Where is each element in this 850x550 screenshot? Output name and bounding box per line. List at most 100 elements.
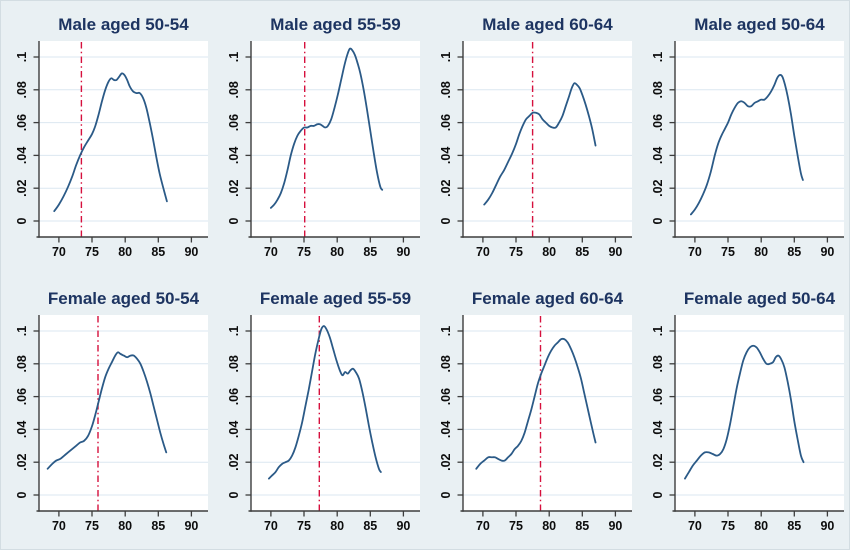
x-tick-label: 75 bbox=[85, 245, 99, 259]
panel-title: Female aged 55-59 bbox=[259, 289, 412, 308]
y-tick-label: 0 bbox=[15, 491, 29, 498]
y-tick-label: 0 bbox=[227, 217, 241, 224]
x-tick-label: 70 bbox=[688, 519, 702, 533]
gridlines bbox=[675, 56, 844, 222]
x-tick-label: 75 bbox=[721, 245, 735, 259]
y-tick-label: .06 bbox=[651, 388, 665, 405]
density-plot: 70 75 80 85 90 0 .02 .04 .06 .08 .1 bbox=[651, 41, 844, 259]
x-tick-label: 90 bbox=[184, 245, 198, 259]
plot-area bbox=[251, 315, 420, 511]
x-axis-ticks: 70 75 80 85 90 bbox=[52, 511, 198, 533]
x-axis-ticks: 70 75 80 85 90 bbox=[264, 237, 410, 259]
x-tick-label: 80 bbox=[118, 245, 132, 259]
x-tick-label: 90 bbox=[184, 519, 198, 533]
y-tick-label: .02 bbox=[15, 453, 29, 470]
plot-area bbox=[463, 315, 632, 511]
y-tick-label: .04 bbox=[439, 421, 453, 438]
y-tick-label: 0 bbox=[227, 491, 241, 498]
y-tick-label: .1 bbox=[651, 326, 665, 336]
axes bbox=[672, 315, 844, 512]
x-tick-label: 90 bbox=[396, 245, 410, 259]
x-tick-label: 80 bbox=[542, 519, 556, 533]
plot-area bbox=[39, 41, 208, 237]
x-axis-ticks: 70 75 80 85 90 bbox=[688, 511, 834, 533]
density-curve bbox=[269, 47, 384, 209]
axes bbox=[248, 315, 420, 512]
y-tick-label: .06 bbox=[15, 388, 29, 405]
x-tick-label: 70 bbox=[476, 245, 490, 259]
y-axis-ticks: 0 .02 .04 .06 .08 .1 bbox=[439, 52, 463, 224]
gridlines bbox=[251, 330, 420, 496]
x-tick-label: 70 bbox=[52, 519, 66, 533]
y-tick-label: .06 bbox=[651, 114, 665, 131]
plot-area bbox=[675, 315, 844, 511]
panel-title: Male aged 55-59 bbox=[270, 15, 401, 34]
axes bbox=[460, 315, 632, 512]
panel-male-aged-50-54: Male aged 50-54 70 75 80 85 90 0 .02 .04 .06 .08 .1 bbox=[1, 1, 213, 275]
y-tick-label: .02 bbox=[227, 453, 241, 470]
density-plot: 70 75 80 85 90 0 .02 .04 .06 .08 .1 bbox=[439, 41, 632, 259]
gridlines bbox=[463, 56, 632, 222]
density-plot: 70 75 80 85 90 0 .02 .04 .06 .08 .1 bbox=[651, 315, 844, 533]
y-tick-label: .06 bbox=[227, 388, 241, 405]
density-curve bbox=[684, 344, 805, 480]
x-tick-label: 90 bbox=[608, 519, 622, 533]
x-tick-label: 80 bbox=[754, 245, 768, 259]
panel-male-aged-50-64: Male aged 50-64 70 75 80 85 90 0 .02 .04 .06 .08 .1 bbox=[637, 1, 849, 275]
y-tick-label: .02 bbox=[439, 179, 453, 196]
x-tick-label: 75 bbox=[509, 519, 523, 533]
y-tick-label: .1 bbox=[227, 52, 241, 62]
axes bbox=[672, 41, 844, 238]
x-tick-label: 85 bbox=[363, 245, 377, 259]
y-tick-label: .06 bbox=[439, 114, 453, 131]
density-plot: 70 75 80 85 90 0 .02 .04 .06 .08 .1 bbox=[227, 41, 420, 259]
y-tick-label: .08 bbox=[227, 355, 241, 372]
x-tick-label: 90 bbox=[820, 245, 834, 259]
y-tick-label: .02 bbox=[227, 179, 241, 196]
y-tick-label: .08 bbox=[15, 355, 29, 372]
y-tick-label: 0 bbox=[651, 217, 665, 224]
x-tick-label: 90 bbox=[608, 245, 622, 259]
y-axis-ticks: 0 .02 .04 .06 .08 .1 bbox=[227, 52, 251, 224]
x-axis-ticks: 70 75 80 85 90 bbox=[476, 237, 622, 259]
y-tick-label: .04 bbox=[651, 147, 665, 164]
y-tick-label: .02 bbox=[15, 179, 29, 196]
x-tick-label: 70 bbox=[264, 245, 278, 259]
x-tick-label: 85 bbox=[151, 245, 165, 259]
y-tick-label: .04 bbox=[227, 147, 241, 164]
gridlines bbox=[675, 330, 844, 496]
y-tick-label: .04 bbox=[15, 421, 29, 438]
y-tick-label: .02 bbox=[651, 179, 665, 196]
y-tick-label: .08 bbox=[439, 81, 453, 98]
y-axis-ticks: 0 .02 .04 .06 .08 .1 bbox=[651, 326, 675, 498]
x-tick-label: 70 bbox=[264, 519, 278, 533]
x-tick-label: 80 bbox=[542, 245, 556, 259]
x-tick-label: 70 bbox=[52, 245, 66, 259]
panel-title: Female aged 50-64 bbox=[683, 289, 836, 308]
x-axis-ticks: 70 75 80 85 90 bbox=[52, 237, 198, 259]
x-tick-label: 70 bbox=[476, 519, 490, 533]
x-tick-label: 75 bbox=[509, 245, 523, 259]
x-tick-label: 75 bbox=[85, 519, 99, 533]
density-curve bbox=[53, 72, 168, 213]
y-tick-label: .1 bbox=[227, 326, 241, 336]
x-tick-label: 85 bbox=[363, 519, 377, 533]
y-tick-label: .02 bbox=[651, 453, 665, 470]
x-tick-label: 85 bbox=[575, 519, 589, 533]
y-tick-label: .1 bbox=[439, 52, 453, 62]
density-plot: 70 75 80 85 90 0 .02 .04 .06 .08 .1 bbox=[227, 315, 420, 533]
density-curve bbox=[690, 74, 804, 216]
x-axis-ticks: 70 75 80 85 90 bbox=[264, 511, 410, 533]
y-tick-label: .04 bbox=[439, 147, 453, 164]
y-axis-ticks: 0 .02 .04 .06 .08 .1 bbox=[15, 52, 39, 224]
y-tick-label: .04 bbox=[15, 147, 29, 164]
y-tick-label: 0 bbox=[439, 217, 453, 224]
plot-area bbox=[251, 41, 420, 237]
y-tick-label: .04 bbox=[227, 421, 241, 438]
density-curve bbox=[475, 337, 597, 470]
density-curve bbox=[267, 325, 382, 480]
y-tick-label: .06 bbox=[15, 114, 29, 131]
panel-title: Male aged 60-64 bbox=[482, 15, 613, 34]
y-tick-label: .08 bbox=[651, 355, 665, 372]
